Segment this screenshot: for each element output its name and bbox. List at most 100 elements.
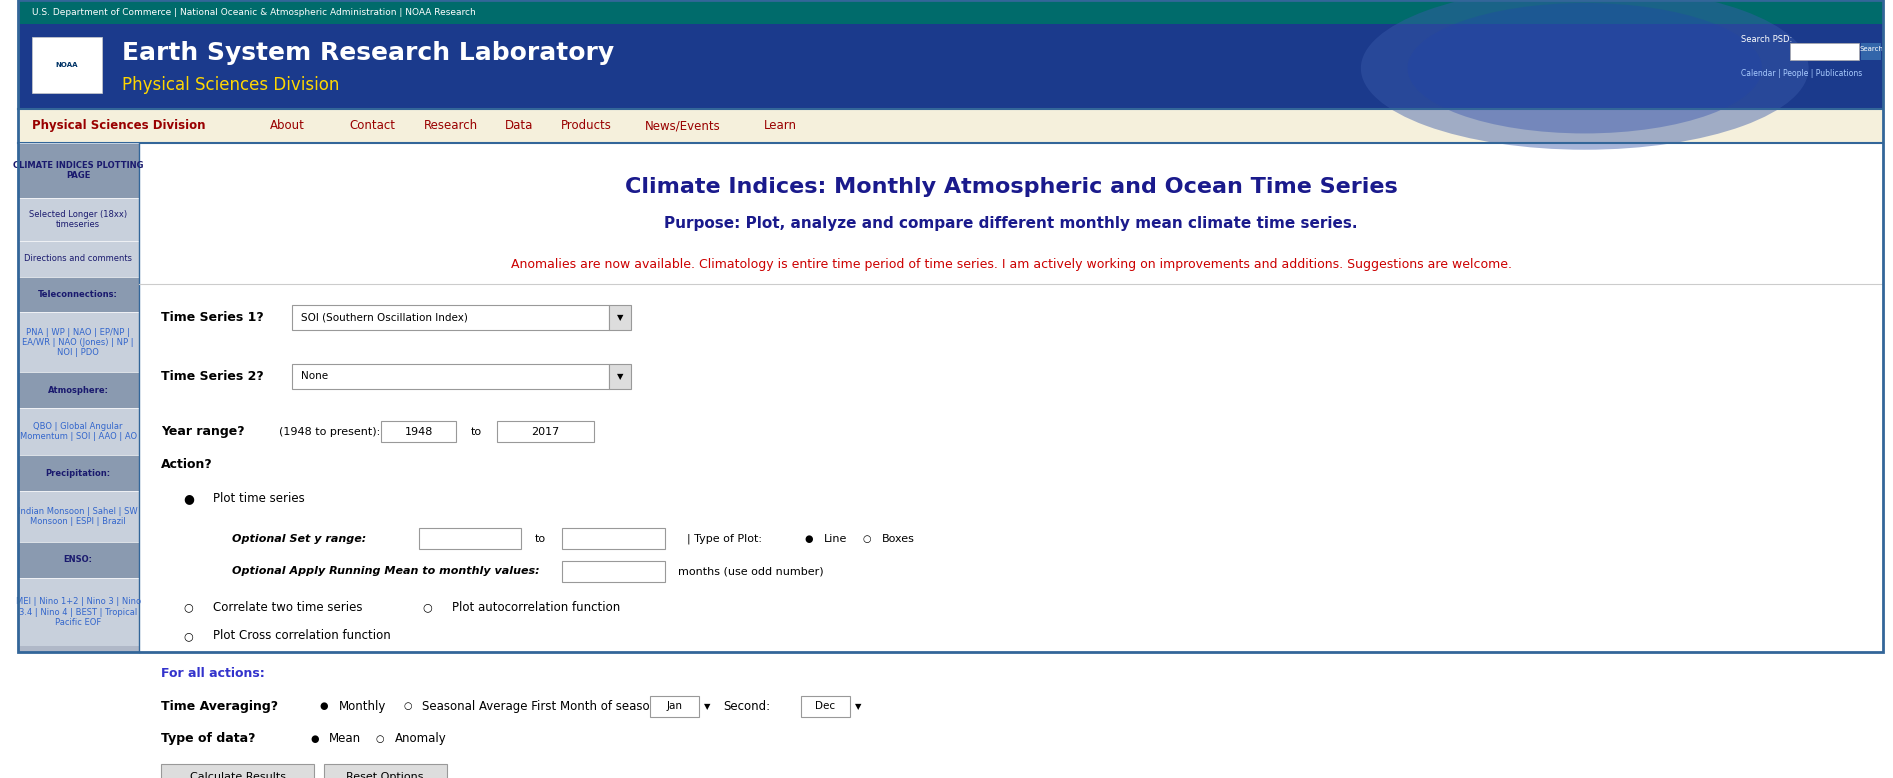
Bar <box>17 578 138 647</box>
Text: ●: ● <box>805 534 814 544</box>
Bar <box>562 528 664 549</box>
Bar <box>17 0 1884 24</box>
Text: Search PSD:: Search PSD: <box>1742 35 1793 44</box>
Text: (1948 to present):: (1948 to present): <box>278 427 380 436</box>
Text: ▼: ▼ <box>617 313 623 322</box>
Bar <box>801 696 850 717</box>
Text: SOI (Southern Oscillation Index): SOI (Southern Oscillation Index) <box>301 313 468 323</box>
Text: None: None <box>301 371 327 381</box>
Text: Directions and comments: Directions and comments <box>25 254 133 263</box>
Text: Selected Longer (18xx)
timeseries: Selected Longer (18xx) timeseries <box>28 210 127 230</box>
Text: Indian Monsoon | Sahel | SW
Monsoon | ESPI | Brazil: Indian Monsoon | Sahel | SW Monsoon | ES… <box>19 506 138 526</box>
Text: Seasonal Average First Month of season:: Seasonal Average First Month of season: <box>422 700 661 713</box>
Text: Plot time series: Plot time series <box>214 492 305 505</box>
Text: About: About <box>269 119 305 132</box>
Text: ○: ○ <box>863 534 871 544</box>
Text: Optional Apply Running Mean to monthly values:: Optional Apply Running Mean to monthly v… <box>233 566 540 576</box>
Bar <box>380 422 456 442</box>
Text: U.S. Department of Commerce | National Oceanic & Atmospheric Administration | NO: U.S. Department of Commerce | National O… <box>32 8 477 16</box>
Text: Mean: Mean <box>329 732 362 745</box>
Text: Learn: Learn <box>765 119 797 132</box>
Bar <box>17 143 138 652</box>
Text: ○: ○ <box>377 734 384 744</box>
Text: Plot Cross correlation function: Plot Cross correlation function <box>214 629 392 643</box>
Text: Anomalies are now available. Climatology is entire time period of time series. I: Anomalies are now available. Climatology… <box>511 258 1511 271</box>
Text: Plot autocorrelation function: Plot autocorrelation function <box>452 601 621 614</box>
Text: ●: ● <box>184 492 195 505</box>
Text: Purpose: Plot, analyze and compare different monthly mean climate time series.: Purpose: Plot, analyze and compare diffe… <box>664 216 1357 230</box>
Text: Calculate Results: Calculate Results <box>189 772 286 778</box>
Text: Time Averaging?: Time Averaging? <box>161 700 278 713</box>
Text: ○: ○ <box>184 631 193 641</box>
Text: | Type of Plot:: | Type of Plot: <box>687 534 763 544</box>
Text: Teleconnections:: Teleconnections: <box>38 290 117 299</box>
Bar <box>17 109 1884 143</box>
Text: ○: ○ <box>403 701 413 711</box>
Bar <box>161 764 314 778</box>
Text: Contact: Contact <box>350 119 396 132</box>
Bar <box>17 240 138 276</box>
Text: Jan: Jan <box>666 701 681 711</box>
Text: For all actions:: For all actions: <box>161 668 265 680</box>
Bar <box>562 561 664 582</box>
Text: ●: ● <box>320 701 327 711</box>
Bar <box>418 528 521 549</box>
Bar <box>292 364 610 389</box>
Text: News/Events: News/Events <box>644 119 719 132</box>
Bar <box>1791 44 1859 60</box>
Text: Time Series 2?: Time Series 2? <box>161 370 263 383</box>
Text: Correlate two time series: Correlate two time series <box>214 601 363 614</box>
Text: Climate Indices: Monthly Atmospheric and Ocean Time Series: Climate Indices: Monthly Atmospheric and… <box>625 177 1397 197</box>
Text: ○: ○ <box>422 602 432 612</box>
Bar <box>17 455 138 491</box>
Text: Atmosphere:: Atmosphere: <box>47 386 108 395</box>
Text: ▼: ▼ <box>617 372 623 380</box>
Bar <box>324 764 447 778</box>
Text: months (use odd number): months (use odd number) <box>678 566 823 576</box>
Bar <box>498 422 594 442</box>
Text: 1948: 1948 <box>405 427 433 436</box>
Bar <box>17 313 138 373</box>
Bar <box>17 408 138 455</box>
Text: to: to <box>534 534 545 544</box>
Bar <box>17 491 138 542</box>
Text: Precipitation:: Precipitation: <box>45 468 112 478</box>
Bar <box>17 24 1884 109</box>
Bar <box>292 305 610 330</box>
Bar <box>610 305 632 330</box>
Text: Second:: Second: <box>723 700 770 713</box>
Text: CLIMATE INDICES PLOTTING
PAGE: CLIMATE INDICES PLOTTING PAGE <box>13 161 144 180</box>
Bar <box>17 198 138 240</box>
Bar <box>138 143 1884 652</box>
Text: to: to <box>471 427 483 436</box>
Text: Earth System Research Laboratory: Earth System Research Laboratory <box>121 41 613 65</box>
Text: Dec: Dec <box>816 701 835 711</box>
Bar <box>32 37 102 93</box>
Text: Research: Research <box>424 119 479 132</box>
Text: Physical Sciences Division: Physical Sciences Division <box>32 119 206 132</box>
Bar <box>649 696 699 717</box>
Ellipse shape <box>1408 3 1762 134</box>
Text: ○: ○ <box>184 602 193 612</box>
Bar <box>1861 44 1882 60</box>
Text: Boxes: Boxes <box>882 534 914 544</box>
Text: NOAA: NOAA <box>55 62 78 68</box>
Text: PNA | WP | NAO | EP/NP |
EA/WR | NAO (Jones) | NP |
NOI | PDO: PNA | WP | NAO | EP/NP | EA/WR | NAO (Jo… <box>23 328 134 357</box>
Text: ▼: ▼ <box>856 702 861 711</box>
Text: Physical Sciences Division: Physical Sciences Division <box>121 76 339 94</box>
Text: Time Series 1?: Time Series 1? <box>161 311 263 324</box>
Text: Type of data?: Type of data? <box>161 732 256 745</box>
Text: Line: Line <box>823 534 846 544</box>
Bar <box>610 364 632 389</box>
Text: 2017: 2017 <box>532 427 560 436</box>
Bar <box>17 276 138 313</box>
Text: Monthly: Monthly <box>339 700 386 713</box>
Text: Reset Options: Reset Options <box>346 772 424 778</box>
Text: Products: Products <box>560 119 611 132</box>
Text: Data: Data <box>505 119 534 132</box>
Text: QBO | Global Angular
Momentum | SOI | AAO | AO: QBO | Global Angular Momentum | SOI | AA… <box>19 422 136 441</box>
Text: Anomaly: Anomaly <box>394 732 447 745</box>
Text: MEI | Nino 1+2 | Nino 3 | Nino
3.4 | Nino 4 | BEST | Tropical
Pacific EOF: MEI | Nino 1+2 | Nino 3 | Nino 3.4 | Nin… <box>15 598 140 627</box>
Text: Year range?: Year range? <box>161 426 244 438</box>
Bar <box>17 143 138 198</box>
